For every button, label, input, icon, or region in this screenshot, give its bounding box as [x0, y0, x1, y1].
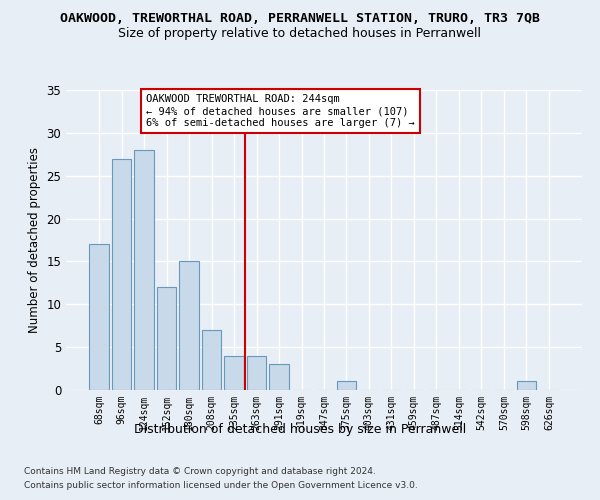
- Y-axis label: Number of detached properties: Number of detached properties: [28, 147, 41, 333]
- Bar: [517, 382, 536, 390]
- Bar: [247, 356, 266, 390]
- Bar: [202, 330, 221, 390]
- Bar: [112, 158, 131, 390]
- Text: Contains HM Land Registry data © Crown copyright and database right 2024.: Contains HM Land Registry data © Crown c…: [24, 468, 376, 476]
- Bar: [134, 150, 154, 390]
- Bar: [179, 262, 199, 390]
- Bar: [224, 356, 244, 390]
- Text: Distribution of detached houses by size in Perranwell: Distribution of detached houses by size …: [134, 422, 466, 436]
- Bar: [89, 244, 109, 390]
- Bar: [269, 364, 289, 390]
- Text: OAKWOOD, TREWORTHAL ROAD, PERRANWELL STATION, TRURO, TR3 7QB: OAKWOOD, TREWORTHAL ROAD, PERRANWELL STA…: [60, 12, 540, 26]
- Text: Contains public sector information licensed under the Open Government Licence v3: Contains public sector information licen…: [24, 481, 418, 490]
- Bar: [157, 287, 176, 390]
- Bar: [337, 382, 356, 390]
- Text: OAKWOOD TREWORTHAL ROAD: 244sqm
← 94% of detached houses are smaller (107)
6% of: OAKWOOD TREWORTHAL ROAD: 244sqm ← 94% of…: [146, 94, 415, 128]
- Text: Size of property relative to detached houses in Perranwell: Size of property relative to detached ho…: [119, 28, 482, 40]
